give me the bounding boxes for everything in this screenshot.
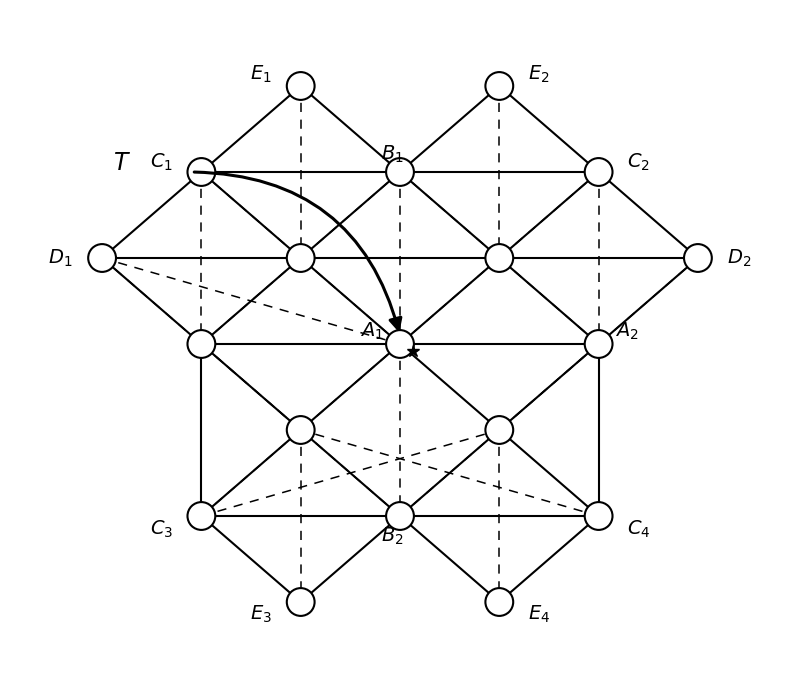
Text: $B_{2}$: $B_{2}$ [381,525,403,546]
Circle shape [585,158,613,186]
Circle shape [486,416,514,444]
Circle shape [386,330,414,358]
Text: $E_{1}$: $E_{1}$ [250,63,272,85]
Circle shape [286,72,314,100]
Circle shape [187,158,215,186]
Circle shape [684,244,712,272]
Circle shape [286,416,314,444]
Circle shape [286,588,314,616]
Circle shape [585,330,613,358]
Circle shape [486,588,514,616]
Circle shape [486,244,514,272]
Text: $E_{4}$: $E_{4}$ [528,603,550,625]
Circle shape [585,502,613,530]
Circle shape [88,244,116,272]
Text: $A_{2}$: $A_{2}$ [614,321,638,342]
Text: $A_{1}$: $A_{1}$ [360,321,384,342]
Text: $E_{2}$: $E_{2}$ [528,63,550,85]
Circle shape [187,330,215,358]
Circle shape [486,72,514,100]
Text: $C_{4}$: $C_{4}$ [626,518,650,539]
Text: $C_{3}$: $C_{3}$ [150,518,174,539]
Text: $D_{1}$: $D_{1}$ [48,248,73,268]
Circle shape [386,502,414,530]
Circle shape [286,244,314,272]
Text: $C_{2}$: $C_{2}$ [627,151,650,173]
Circle shape [386,158,414,186]
Text: $C_{1}$: $C_{1}$ [150,151,173,173]
FancyArrowPatch shape [194,172,401,330]
Circle shape [187,502,215,530]
Text: $B_{1}$: $B_{1}$ [381,144,403,164]
Text: $E_{3}$: $E_{3}$ [250,603,272,625]
Text: $D_{2}$: $D_{2}$ [727,248,752,268]
Text: $T$: $T$ [113,152,131,175]
